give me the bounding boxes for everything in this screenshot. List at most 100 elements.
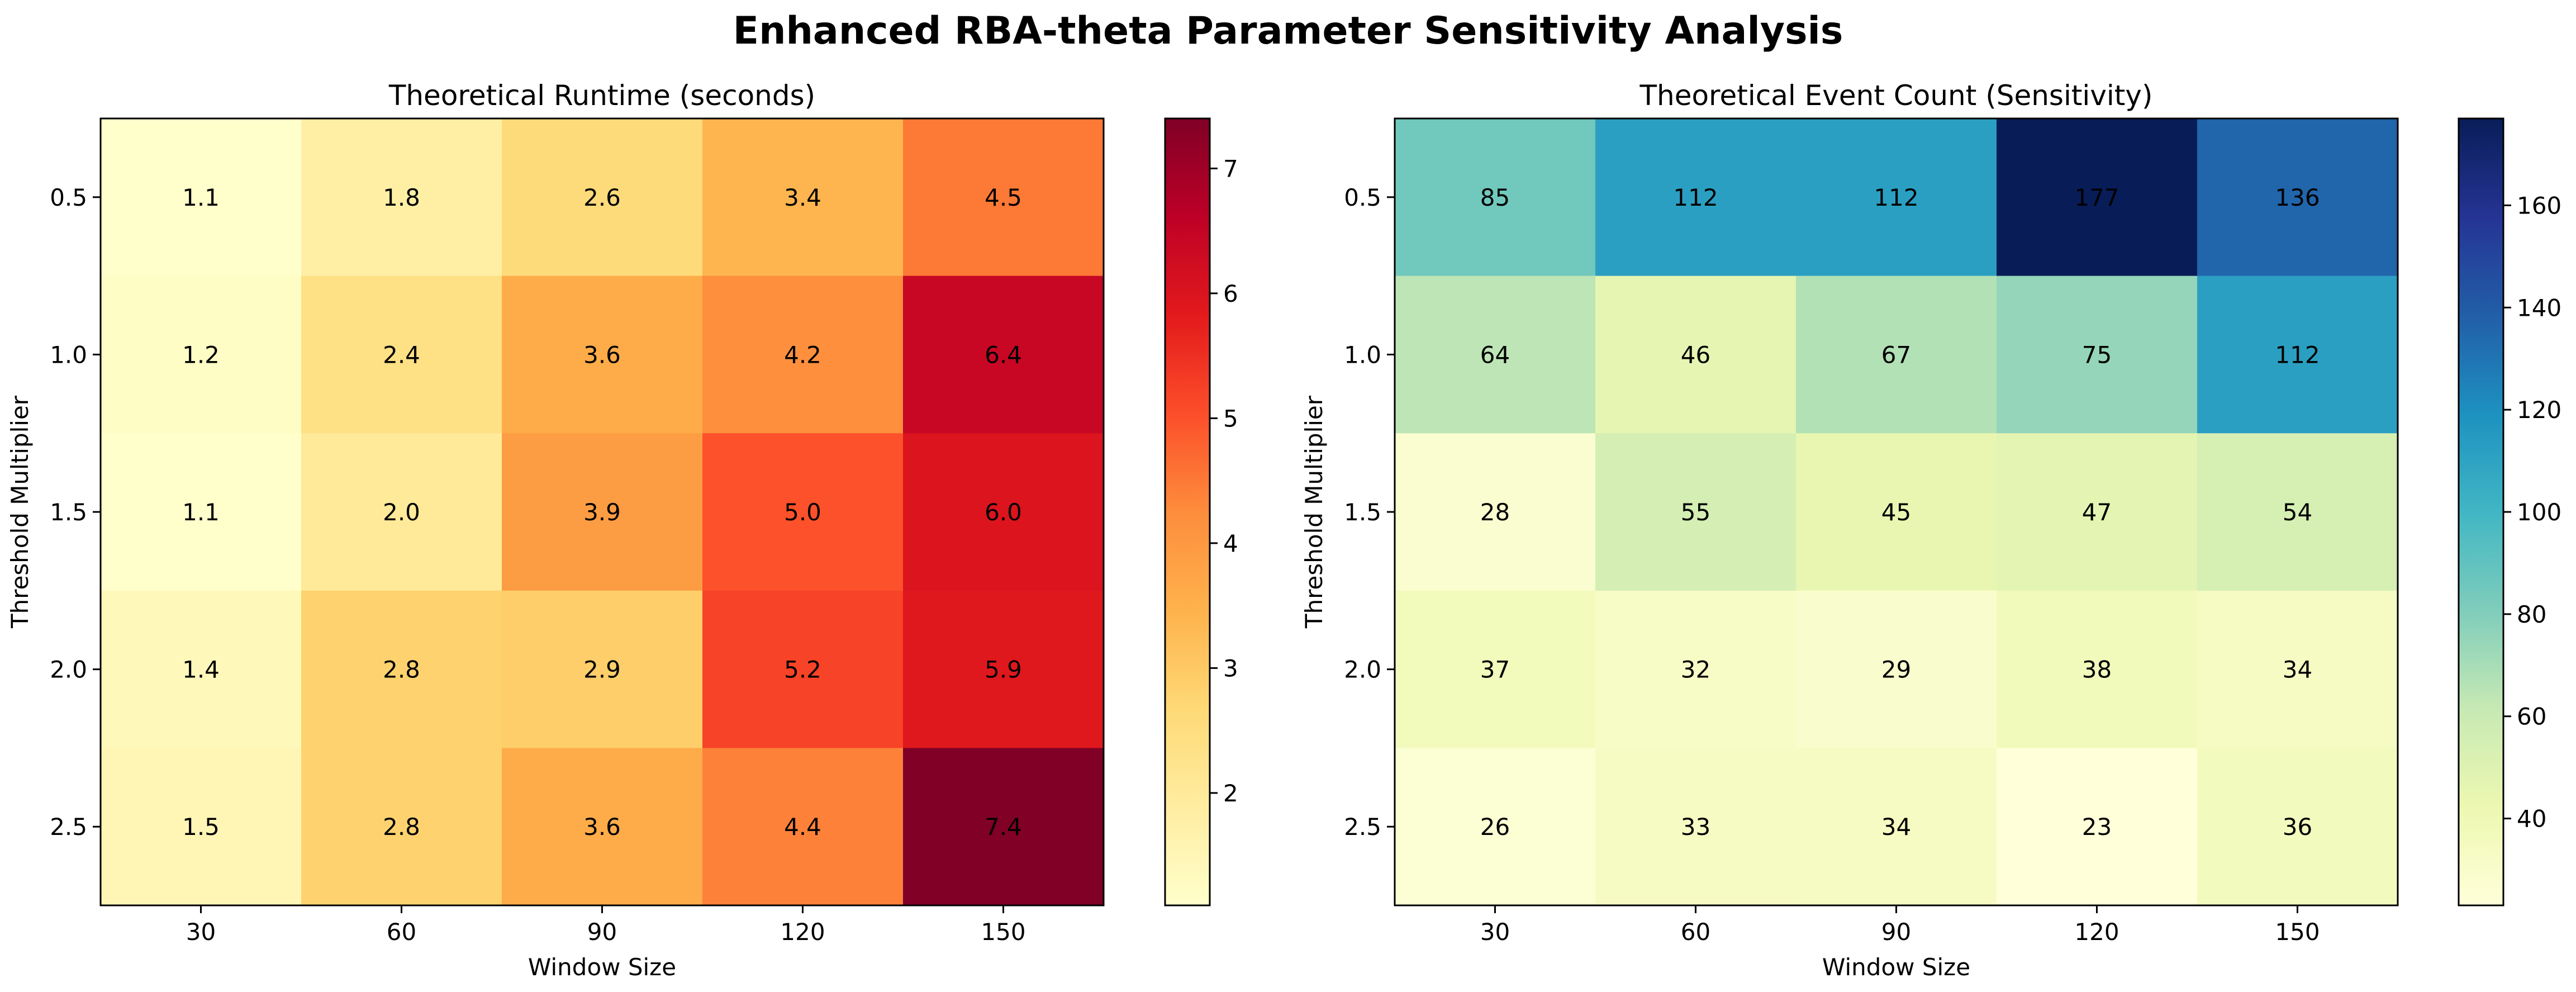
cell-value-label: 26 xyxy=(1480,813,1510,841)
cell-value-label: 2.8 xyxy=(383,813,420,841)
y-axis-label: Threshold Multiplier xyxy=(6,395,34,629)
heatmap-cell xyxy=(1595,433,1796,591)
x-axis-label: Window Size xyxy=(1822,953,1970,981)
cell-value-label: 4.2 xyxy=(784,341,821,368)
x-tick-label: 30 xyxy=(186,918,216,946)
heatmap-cell xyxy=(101,748,302,906)
runtime-heatmap-panel: Theoretical Runtime (seconds) 1.1 1.8 2.6 3.… xyxy=(6,79,1238,981)
heatmap-cell xyxy=(2197,276,2398,434)
heatmap-cell xyxy=(702,590,904,748)
heatmap-cell xyxy=(903,590,1104,748)
cell-value-label: 2.9 xyxy=(583,656,621,684)
colorbar-frame xyxy=(1164,117,1211,906)
heatmap-title: Theoretical Event Count (Sensitivity) xyxy=(1639,79,2152,112)
cell-value-label: 45 xyxy=(1881,499,1911,526)
heatmap-cell xyxy=(2197,433,2398,591)
colorbar xyxy=(1165,118,1210,905)
heatmap-cell xyxy=(1595,590,1796,748)
heatmap-cell xyxy=(702,276,904,434)
heatmap-cell xyxy=(301,590,502,748)
heatmap-cell xyxy=(702,433,904,591)
cell-value-label: 1.1 xyxy=(182,184,220,211)
cell-value-label: 32 xyxy=(1681,656,1710,684)
heatmap-cell xyxy=(1796,276,1997,434)
cell-value-label: 5.0 xyxy=(784,499,821,526)
y-tick-label: 2.5 xyxy=(1344,813,1381,841)
cell-value-label: 3.9 xyxy=(583,499,621,526)
cell-value-label: 3.6 xyxy=(583,341,621,368)
cell-value-label: 2.6 xyxy=(583,184,621,211)
heatmap-cell xyxy=(1595,118,1796,277)
heatmap-cell xyxy=(1395,118,1596,277)
heatmap-cell xyxy=(1997,590,2198,748)
cell-value-label: 1.1 xyxy=(182,499,220,526)
heatmap-cell xyxy=(1395,748,1596,906)
cell-value-label: 177 xyxy=(2074,184,2119,211)
heatmap-cell xyxy=(903,118,1104,277)
colorbar-tick-label: 140 xyxy=(2517,294,2561,321)
heatmap-cell xyxy=(1796,748,1997,906)
y-tick-label: 2.5 xyxy=(50,813,87,841)
colorbar-tick-label: 2 xyxy=(1223,780,1238,807)
figure-title: Enhanced RBA-theta Parameter Sensitivity… xyxy=(733,9,1843,53)
y-tick-label: 1.0 xyxy=(50,341,87,368)
cell-value-label: 4.4 xyxy=(784,813,821,841)
heatmap-cell xyxy=(301,748,502,906)
heatmap-cell xyxy=(502,276,703,434)
heatmap-cell xyxy=(301,276,502,434)
cell-value-label: 2.0 xyxy=(383,499,420,526)
cell-value-label: 46 xyxy=(1681,341,1710,368)
x-tick-label: 90 xyxy=(587,918,617,946)
heatmap-cell xyxy=(1395,276,1596,434)
cell-value-label: 36 xyxy=(2283,813,2312,841)
cell-value-label: 6.4 xyxy=(985,341,1022,368)
x-tick-label: 120 xyxy=(780,918,825,946)
x-tick-label: 30 xyxy=(1480,918,1510,946)
colorbar-tick-label: 7 xyxy=(1223,155,1238,182)
colorbar-tick-label: 160 xyxy=(2517,192,2561,219)
colorbar-tick-label: 120 xyxy=(2517,396,2561,424)
heatmap-cell xyxy=(1997,118,2198,277)
x-tick-label: 150 xyxy=(2275,918,2320,946)
heatmap-cell xyxy=(101,118,302,277)
heatmap-cell xyxy=(903,276,1104,434)
cell-value-label: 34 xyxy=(2283,656,2312,684)
heatmap-cell xyxy=(502,433,703,591)
heatmap-cell xyxy=(502,118,703,277)
heatmap-cell xyxy=(301,433,502,591)
cell-value-label: 1.5 xyxy=(182,813,220,841)
cell-value-label: 47 xyxy=(2082,499,2112,526)
heatmap-cell xyxy=(1796,590,1997,748)
cell-value-label: 67 xyxy=(1881,341,1911,368)
cell-value-label: 7.4 xyxy=(985,813,1022,841)
colorbar-tick-label: 40 xyxy=(2517,805,2546,833)
x-tick-label: 150 xyxy=(981,918,1025,946)
x-tick-label: 60 xyxy=(387,918,416,946)
cell-value-label: 2.4 xyxy=(383,341,420,368)
heatmap-cell xyxy=(2197,118,2398,277)
y-tick-label: 0.5 xyxy=(50,184,87,211)
heatmap-cell xyxy=(903,433,1104,591)
cell-value-label: 3.4 xyxy=(784,184,821,211)
event-count-heatmap-panel: Theoretical Event Count (Sensitivity) 85 1… xyxy=(1300,79,2561,981)
cell-value-label: 136 xyxy=(2275,184,2320,211)
cell-value-label: 5.2 xyxy=(784,656,821,684)
cell-value-label: 2.8 xyxy=(383,656,420,684)
heatmap-cell xyxy=(502,590,703,748)
heatmap-cell xyxy=(101,433,302,591)
x-tick-label: 90 xyxy=(1881,918,1911,946)
heatmap-cell xyxy=(301,118,502,277)
heatmap-cell xyxy=(702,118,904,277)
heatmap-title: Theoretical Runtime (seconds) xyxy=(388,79,815,112)
colorbar-tick-label: 100 xyxy=(2517,499,2561,526)
heatmap-cell xyxy=(1395,433,1596,591)
cell-value-label: 4.5 xyxy=(985,184,1022,211)
heatmap-cell xyxy=(1395,590,1596,748)
y-axis-label: Threshold Multiplier xyxy=(1300,395,1328,629)
heatmap-cell xyxy=(1997,433,2198,591)
cell-value-label: 34 xyxy=(1881,813,1911,841)
cell-value-label: 112 xyxy=(1673,184,1718,211)
cell-value-label: 1.8 xyxy=(383,184,420,211)
heatmap-cell xyxy=(1796,433,1997,591)
